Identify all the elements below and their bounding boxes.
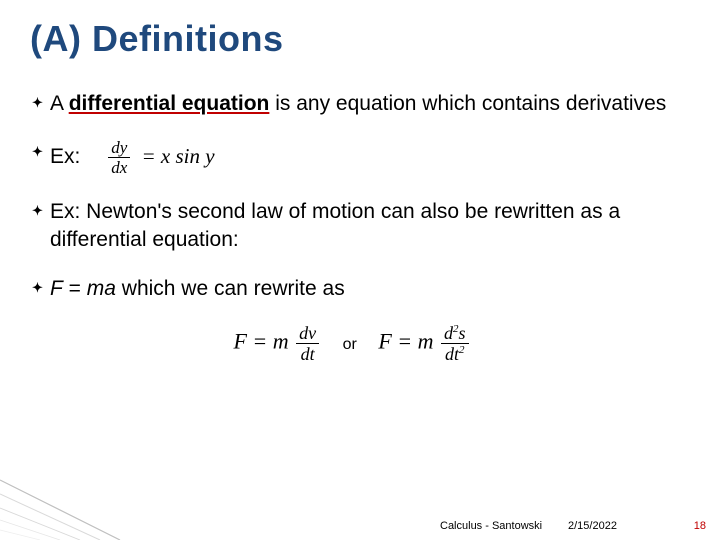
bullet-marker-icon: ✦	[32, 139, 50, 165]
bullet-example-1: ✦ Ex: dy dx = x sin y	[32, 139, 672, 176]
numerator: d2s	[441, 324, 469, 344]
separator-or: or	[343, 336, 357, 353]
text-fragment: dt	[445, 344, 459, 364]
bullet-marker-icon: ✦	[32, 198, 50, 224]
term-differential-equation: differential equation	[69, 92, 270, 115]
footer-page-number: 18	[694, 520, 706, 532]
slide: (A) Definitions ✦ A differential equatio…	[0, 0, 720, 540]
equation-prefix: F = m	[233, 329, 288, 354]
footer-date: 2/15/2022	[568, 520, 617, 532]
fraction-d2s-dt2: d2s dt2	[441, 324, 469, 363]
denominator: dx	[108, 158, 130, 176]
bullet-text: A differential equation is any equation …	[50, 90, 672, 117]
slide-title: (A) Definitions	[30, 18, 283, 60]
equation-prefix: F = m	[378, 329, 433, 354]
superscript: 2	[459, 344, 465, 356]
denominator: dt	[296, 344, 319, 363]
fraction: dy dx	[108, 139, 130, 176]
bullet-marker-icon: ✦	[32, 90, 50, 116]
content-area: ✦ A differential equation is any equatio…	[32, 90, 672, 363]
equation-rhs: = x sin y	[141, 144, 214, 168]
numerator: dy	[108, 139, 130, 158]
footer-course: Calculus - Santowski	[440, 520, 542, 532]
numerator: dv	[296, 324, 319, 344]
variable-ma: ma	[87, 277, 116, 300]
bullet-definition: ✦ A differential equation is any equatio…	[32, 90, 672, 117]
text-fragment: d	[444, 323, 453, 343]
text-fragment: =	[63, 277, 87, 300]
corner-decoration-icon	[0, 450, 180, 540]
bullet-text: Ex: Newton's second law of motion can al…	[50, 198, 672, 253]
text-fragment: s	[459, 323, 466, 343]
example-label: Ex:	[50, 145, 80, 168]
bullet-marker-icon: ✦	[32, 275, 50, 301]
bullet-text: Ex: dy dx = x sin y	[50, 139, 672, 176]
equation-force-derivatives: F = m dv dt or F = m d2s dt2	[32, 324, 672, 363]
equation-dy-dx: dy dx = x sin y	[106, 139, 214, 176]
variable-F: F	[50, 277, 63, 300]
bullet-f-ma: ✦ F = ma which we can rewrite as	[32, 275, 672, 302]
denominator: dt2	[441, 344, 469, 363]
text-fragment: A	[50, 92, 69, 115]
text-fragment: which we can rewrite as	[116, 277, 345, 300]
bullet-newton-law: ✦ Ex: Newton's second law of motion can …	[32, 198, 672, 253]
text-fragment: is any equation which contains derivativ…	[269, 92, 666, 115]
bullet-text: F = ma which we can rewrite as	[50, 275, 672, 302]
fraction-dv-dt: dv dt	[296, 324, 319, 363]
